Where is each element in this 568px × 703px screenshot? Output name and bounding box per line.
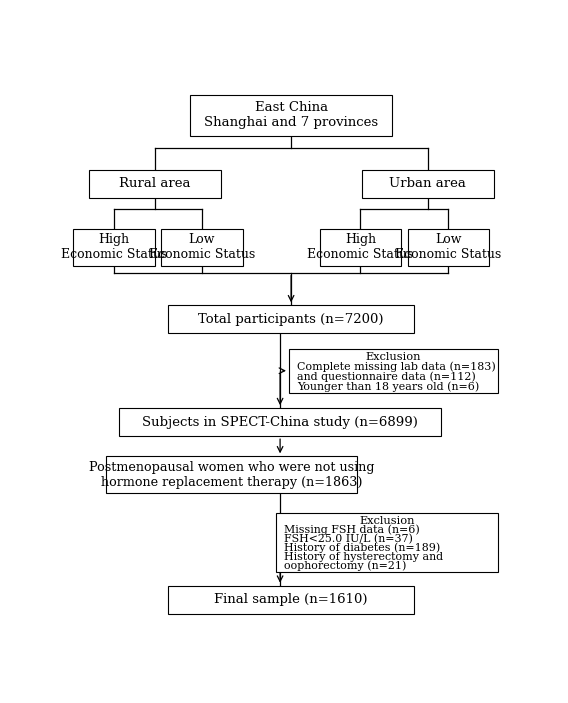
FancyBboxPatch shape [275,513,498,572]
Text: Final sample (n=1610): Final sample (n=1610) [214,593,368,606]
Text: Low
Economic Status: Low Economic Status [395,233,502,262]
FancyBboxPatch shape [190,95,392,136]
FancyBboxPatch shape [89,170,220,198]
Text: and questionnaire data (n=112): and questionnaire data (n=112) [297,371,475,382]
Text: High
Economic Status: High Economic Status [307,233,414,262]
FancyBboxPatch shape [168,586,415,614]
FancyBboxPatch shape [289,349,498,393]
Text: Younger than 18 years old (n=6): Younger than 18 years old (n=6) [297,381,479,392]
Text: Exclusion: Exclusion [366,352,421,362]
FancyBboxPatch shape [361,170,494,198]
Text: FSH<25.0 IU/L (n=37): FSH<25.0 IU/L (n=37) [283,534,412,544]
FancyBboxPatch shape [408,229,489,266]
Text: Postmenopausal women who were not using
hormone replacement therapy (n=1863): Postmenopausal women who were not using … [89,460,374,489]
Text: Urban area: Urban area [389,177,466,191]
Text: High
Economic Status: High Economic Status [61,233,167,262]
Text: Exclusion: Exclusion [359,516,415,526]
Text: Complete missing lab data (n=183): Complete missing lab data (n=183) [297,361,495,372]
Text: East China
Shanghai and 7 provinces: East China Shanghai and 7 provinces [204,101,378,129]
Text: oophorectomy (n=21): oophorectomy (n=21) [283,560,406,571]
Text: History of diabetes (n=189): History of diabetes (n=189) [283,543,440,553]
Text: Subjects in SPECT-China study (n=6899): Subjects in SPECT-China study (n=6899) [142,415,418,429]
FancyBboxPatch shape [73,229,154,266]
Text: Low
Economic Status: Low Economic Status [149,233,255,262]
Text: Missing FSH data (n=6): Missing FSH data (n=6) [283,524,419,535]
FancyBboxPatch shape [106,456,357,493]
FancyBboxPatch shape [119,408,441,436]
FancyBboxPatch shape [320,229,401,266]
Text: History of hysterectomy and: History of hysterectomy and [283,552,442,562]
FancyBboxPatch shape [168,305,415,333]
FancyBboxPatch shape [161,229,243,266]
Text: Rural area: Rural area [119,177,190,191]
Text: Total participants (n=7200): Total participants (n=7200) [198,313,384,325]
